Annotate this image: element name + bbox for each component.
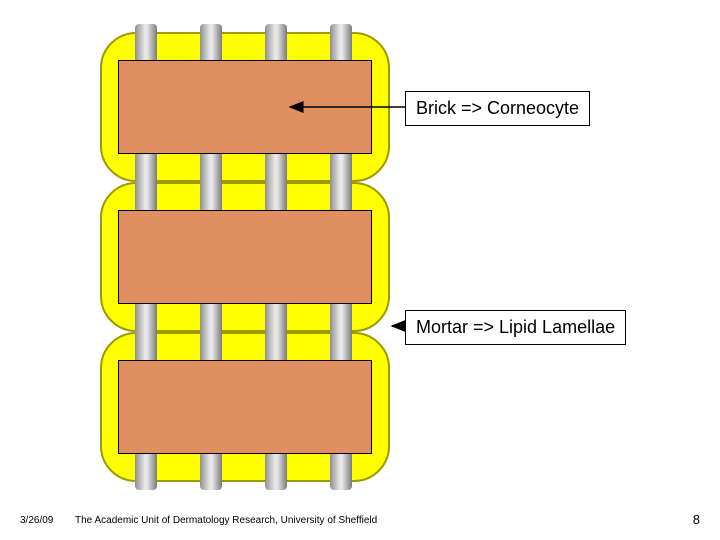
footer-page-number: 8 [693,512,700,527]
corneocyte-brick-2 [118,360,372,454]
corneocyte-brick-1 [118,210,372,304]
footer-date: 3/26/09 [20,515,53,526]
diagram-stage: Brick => Corneocyte Mortar => Lipid Lamel… [0,0,720,540]
brick-label: Brick => Corneocyte [405,91,590,126]
mortar-label: Mortar => Lipid Lamellae [405,310,626,345]
corneocyte-brick-0 [118,60,372,154]
footer-credit: The Academic Unit of Dermatology Researc… [75,515,377,526]
